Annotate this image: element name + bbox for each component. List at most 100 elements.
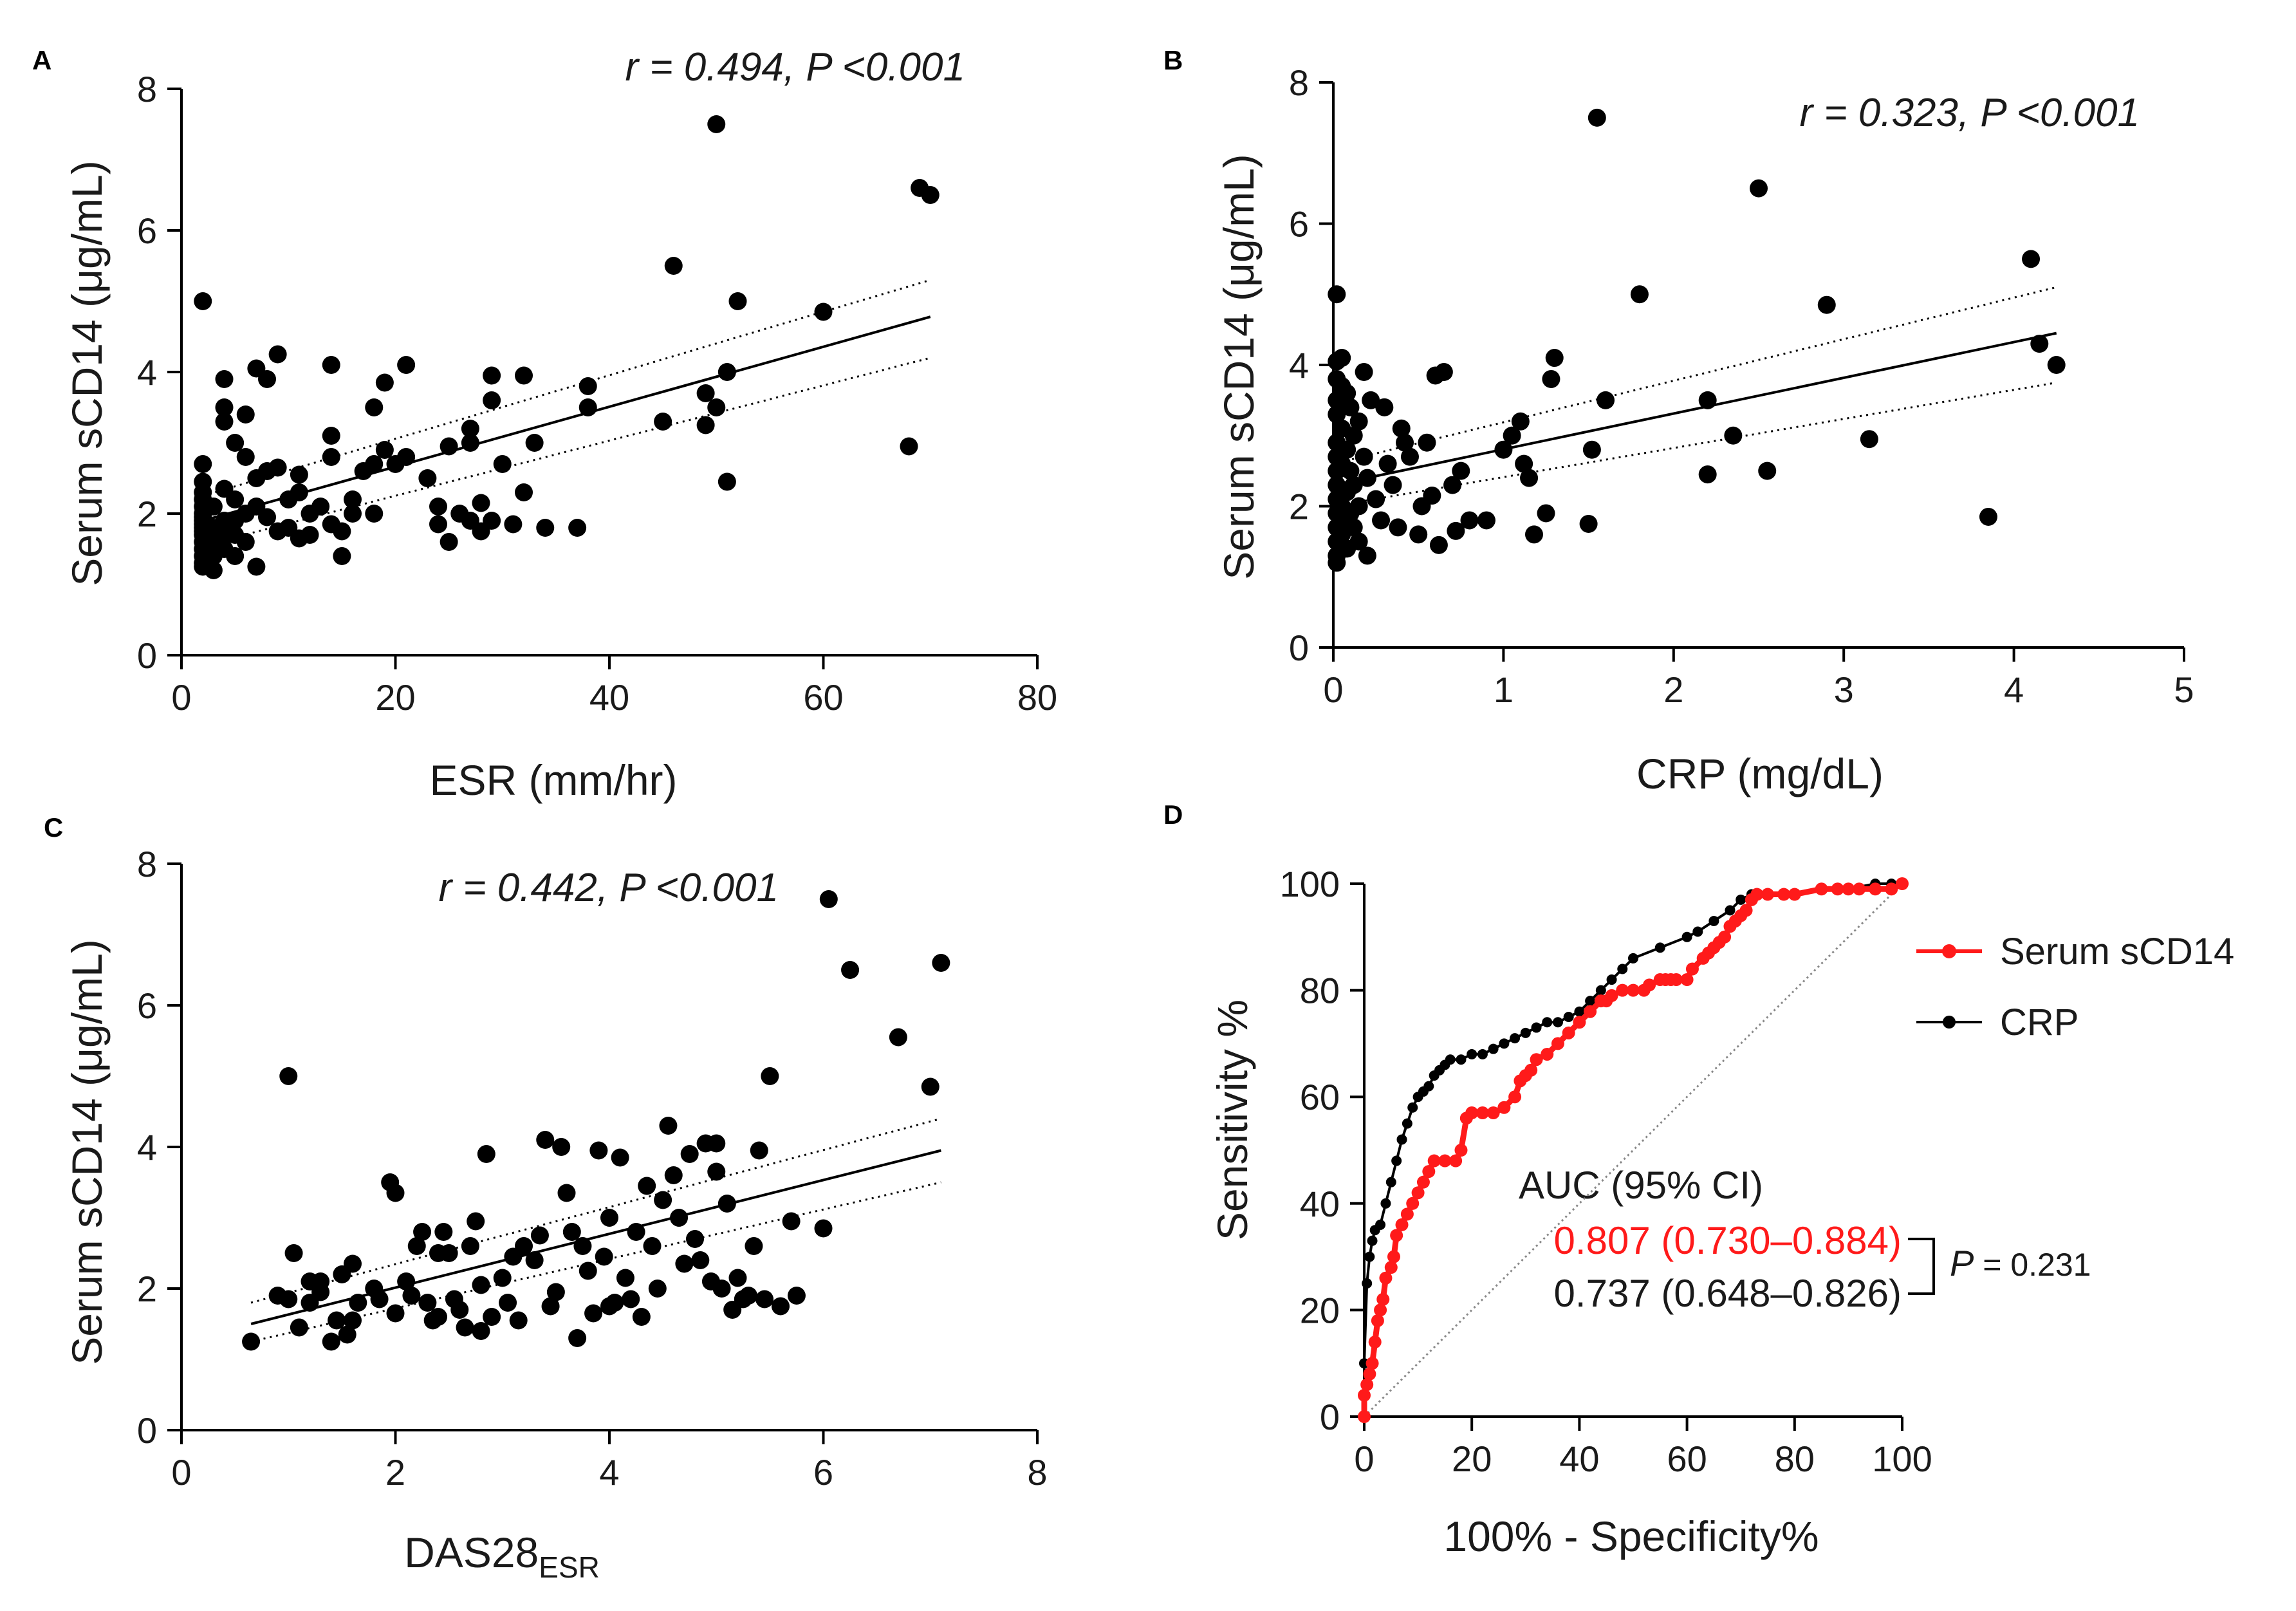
auc-title: AUC (95% CI) xyxy=(1519,1164,1763,1207)
data-point-b xyxy=(1349,412,1368,431)
panel-a: A r = 0.494, P <0.001 ESR (mm/hr) Serum … xyxy=(32,45,1057,804)
data-point-a xyxy=(365,398,384,416)
data-point-a xyxy=(365,505,384,523)
data-point-b xyxy=(1375,398,1394,416)
y-tick-label-d: 60 xyxy=(1300,1077,1340,1117)
data-point-c xyxy=(932,954,950,972)
data-point-b xyxy=(1979,507,1997,526)
roc-point-crp xyxy=(1552,1017,1563,1028)
roc-point-scd14 xyxy=(1465,1106,1479,1120)
data-point-c xyxy=(772,1297,790,1316)
data-point-c xyxy=(718,1195,736,1213)
data-point-a xyxy=(579,377,597,395)
data-point-a xyxy=(696,416,715,434)
roc-point-crp xyxy=(1736,894,1746,905)
roc-point-scd14 xyxy=(1788,888,1801,901)
roc-point-crp xyxy=(1606,974,1617,985)
data-point-c xyxy=(606,1294,624,1312)
roc-point-scd14 xyxy=(1427,1154,1441,1168)
data-point-a xyxy=(344,490,362,508)
y-tick-label-c: 0 xyxy=(137,1410,157,1451)
data-point-c xyxy=(616,1269,634,1287)
auc-scd14: 0.807 (0.730–0.884) xyxy=(1554,1219,1902,1262)
data-point-c xyxy=(921,1077,940,1096)
data-point-b xyxy=(1434,362,1453,381)
data-point-b xyxy=(2047,356,2066,374)
roc-point-crp xyxy=(1708,915,1719,926)
x-tick-label-c: 0 xyxy=(171,1452,191,1493)
roc-point-crp xyxy=(1396,1134,1407,1145)
data-point-a xyxy=(258,370,276,388)
roc-point-crp xyxy=(1692,926,1703,937)
data-point-a xyxy=(215,398,234,416)
data-point-b xyxy=(1392,419,1411,438)
legend-label-crp: CRP xyxy=(2000,1001,2078,1043)
y-tick-label-c: 8 xyxy=(137,844,157,884)
auc-crp: 0.737 (0.648–0.826) xyxy=(1554,1272,1902,1315)
data-point-c xyxy=(284,1244,303,1262)
data-point-c xyxy=(322,1332,340,1351)
roc-point-scd14 xyxy=(1387,1250,1400,1263)
roc-point-scd14 xyxy=(1390,1229,1403,1242)
data-point-c xyxy=(557,1184,576,1202)
roc-point-scd14 xyxy=(1358,1388,1371,1402)
roc-point-scd14 xyxy=(1616,983,1629,997)
data-point-c xyxy=(386,1184,405,1202)
data-point-c xyxy=(344,1254,362,1273)
x-axis-title-b: CRP (mg/dL) xyxy=(1636,750,1884,797)
data-point-a xyxy=(718,472,736,491)
roc-point-scd14 xyxy=(1454,1144,1468,1157)
y-tick-label-b: 0 xyxy=(1289,628,1309,668)
y-axis-title-c: Serum sCD14 (μg/mL) xyxy=(63,939,111,1365)
roc-point-crp xyxy=(1617,964,1628,974)
data-point-a xyxy=(429,498,447,516)
data-point-c xyxy=(675,1254,694,1273)
roc-point-scd14 xyxy=(1815,882,1828,896)
roc-point-crp xyxy=(1725,905,1736,916)
roc-point-scd14 xyxy=(1573,1016,1586,1029)
data-point-b xyxy=(1588,108,1606,127)
roc-point-crp xyxy=(1628,953,1638,964)
data-point-a xyxy=(258,508,276,526)
y-tick-label-d: 20 xyxy=(1300,1290,1340,1330)
roc-point-scd14 xyxy=(1831,882,1844,896)
data-point-a xyxy=(344,505,362,523)
correlation-annotation-c: r = 0.442, P <0.001 xyxy=(438,866,779,910)
data-point-c xyxy=(509,1311,528,1330)
data-point-a xyxy=(525,434,544,452)
data-point-a xyxy=(472,494,490,512)
data-point-c xyxy=(707,1134,726,1153)
y-tick-label-c: 6 xyxy=(137,985,157,1026)
roc-point-scd14 xyxy=(1371,1314,1384,1327)
roc-point-scd14 xyxy=(1551,1037,1564,1050)
roc-point-crp xyxy=(1585,996,1596,1007)
data-point-a xyxy=(226,434,245,452)
data-point-c xyxy=(477,1145,495,1163)
x-axis-title-c-subscript: ESR xyxy=(539,1550,600,1584)
data-point-b xyxy=(1341,461,1360,480)
correlation-annotation-a: r = 0.494, P <0.001 xyxy=(625,45,965,89)
data-point-c xyxy=(627,1223,645,1241)
roc-point-scd14 xyxy=(1416,1175,1430,1189)
data-point-a xyxy=(900,437,918,456)
data-point-b xyxy=(1338,440,1356,459)
x-axis-title-c-main: DAS28 xyxy=(404,1529,539,1576)
roc-point-scd14 xyxy=(1643,978,1656,992)
roc-point-scd14 xyxy=(1853,882,1866,896)
data-point-a xyxy=(429,515,447,534)
p-value-bracket xyxy=(1908,1238,1935,1295)
data-point-a xyxy=(483,366,501,385)
data-point-a xyxy=(515,483,533,501)
data-point-b xyxy=(1409,525,1428,544)
data-point-a xyxy=(301,526,319,544)
roc-point-scd14 xyxy=(1379,1271,1393,1285)
data-point-c xyxy=(530,1226,549,1245)
data-point-c xyxy=(499,1294,517,1312)
data-point-c xyxy=(595,1247,613,1266)
p-value-label: P = 0.231 xyxy=(1950,1243,2091,1283)
data-point-c xyxy=(407,1237,426,1255)
data-point-a xyxy=(290,465,308,484)
data-point-b xyxy=(1817,295,1836,314)
data-point-a xyxy=(418,469,437,487)
data-point-c xyxy=(402,1287,421,1305)
